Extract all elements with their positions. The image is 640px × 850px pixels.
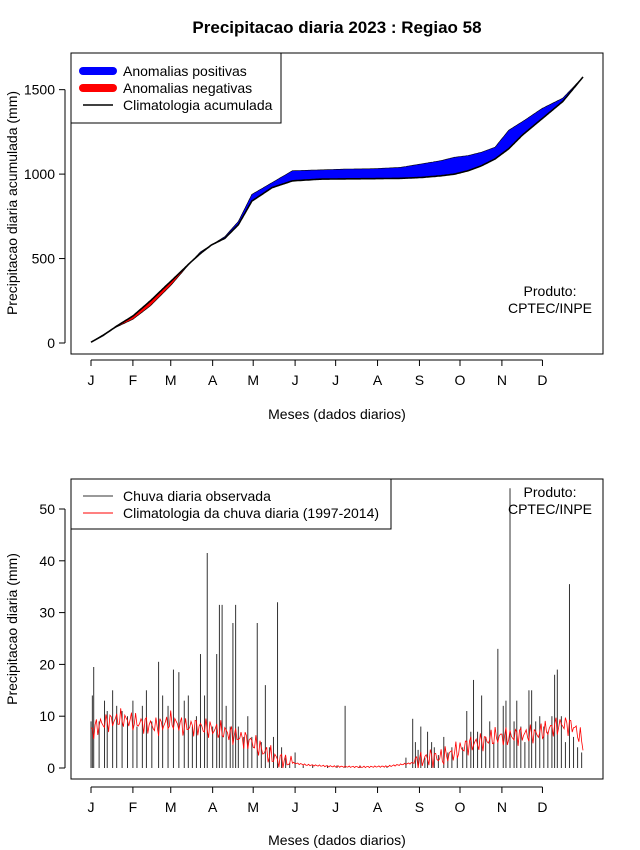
cumulative-plot-frame xyxy=(70,52,604,355)
daily-x-tick-label: J xyxy=(292,799,299,815)
cumulative-y-tick-label: 500 xyxy=(32,251,56,267)
cumulative-x-tick-label: J xyxy=(88,372,95,388)
daily-y-label: Precipitacao diaria (mm) xyxy=(4,553,20,705)
cumulative-x-tick-label: F xyxy=(129,372,138,388)
cumulative-x-tick-label: S xyxy=(415,372,424,388)
legend-label-observed: Chuva diaria observada xyxy=(123,488,271,504)
daily-y-tick-label: 40 xyxy=(39,553,55,569)
daily-x-tick-label: M xyxy=(165,799,177,815)
legend-label-negative: Anomalias negativas xyxy=(123,80,252,96)
negative-anomaly-area xyxy=(109,261,192,332)
daily-product-label: Produto: xyxy=(524,484,577,500)
daily-y-tick-label: 50 xyxy=(39,501,55,517)
cumulative-y-tick-label: 1500 xyxy=(24,82,55,98)
daily-y-axis: 0 10 20 30 40 50 xyxy=(39,501,66,776)
figure-title: Precipitacao diaria 2023 : Regiao 58 xyxy=(192,18,481,37)
cumulative-x-label: Meses (dados diarios) xyxy=(268,406,406,422)
cumulative-x-tick-label: A xyxy=(208,372,218,388)
cumulative-x-tick-label: N xyxy=(497,372,507,388)
daily-x-tick-label: S xyxy=(415,799,424,815)
cumulative-y-tick-label: 1000 xyxy=(24,166,55,182)
cumulative-series xyxy=(90,76,584,343)
cumulative-x-tick-label: D xyxy=(537,372,547,388)
cumulative-product-source: CPTEC/INPE xyxy=(508,300,592,316)
cumulative-x-tick-label: M xyxy=(165,372,177,388)
daily-x-tick-label: O xyxy=(455,799,466,815)
cumulative-x-tick-label: J xyxy=(332,372,339,388)
daily-product-source: CPTEC/INPE xyxy=(508,501,592,517)
cumulative-x-tick-label: J xyxy=(292,372,299,388)
daily-climatology-line xyxy=(90,708,584,769)
daily-x-tick-label: A xyxy=(208,799,218,815)
cumulative-y-axis: 0 500 1000 1500 xyxy=(24,82,66,351)
legend-label-climatology: Climatologia acumulada xyxy=(123,97,273,113)
cumulative-y-tick-label: 0 xyxy=(47,335,55,351)
daily-x-tick-label: J xyxy=(332,799,339,815)
daily-series xyxy=(90,488,584,769)
daily-legend-box xyxy=(70,478,392,530)
cumulative-x-tick-label: O xyxy=(455,372,466,388)
daily-x-tick-label: F xyxy=(129,799,138,815)
cumulative-y-label: Precipitacao diaria acumulada (mm) xyxy=(4,91,20,315)
daily-x-tick-label: D xyxy=(537,799,547,815)
legend-label-positive: Anomalias positivas xyxy=(123,63,247,79)
daily-legend: Chuva diaria observada Climatologia da c… xyxy=(70,478,392,530)
daily-x-label: Meses (dados diarios) xyxy=(268,832,406,848)
cumulative-product-label: Produto: xyxy=(524,283,577,299)
daily-panel: 0 10 20 30 40 50 J F M A M J J A S O N D Meses (dados di… xyxy=(4,478,604,848)
legend-label-daily-climatology: Climatologia da chuva diaria (1997-2014) xyxy=(123,505,379,521)
daily-x-tick-label: M xyxy=(247,799,259,815)
daily-x-tick-label: N xyxy=(497,799,507,815)
climatology-cumulative-line xyxy=(90,76,584,343)
cumulative-x-tick-label: M xyxy=(247,372,259,388)
daily-y-tick-label: 0 xyxy=(47,760,55,776)
cumulative-legend: Anomalias positivas Anomalias negativas … xyxy=(70,52,282,124)
cumulative-panel: 0 500 1000 1500 J F M A M J J A S O N D Meses (dados d… xyxy=(4,52,604,422)
daily-x-tick-label: A xyxy=(373,799,383,815)
cumulative-x-tick-label: A xyxy=(373,372,383,388)
daily-y-tick-label: 10 xyxy=(39,708,55,724)
daily-y-tick-label: 30 xyxy=(39,605,55,621)
daily-x-tick-label: J xyxy=(88,799,95,815)
daily-y-tick-label: 20 xyxy=(39,656,55,672)
